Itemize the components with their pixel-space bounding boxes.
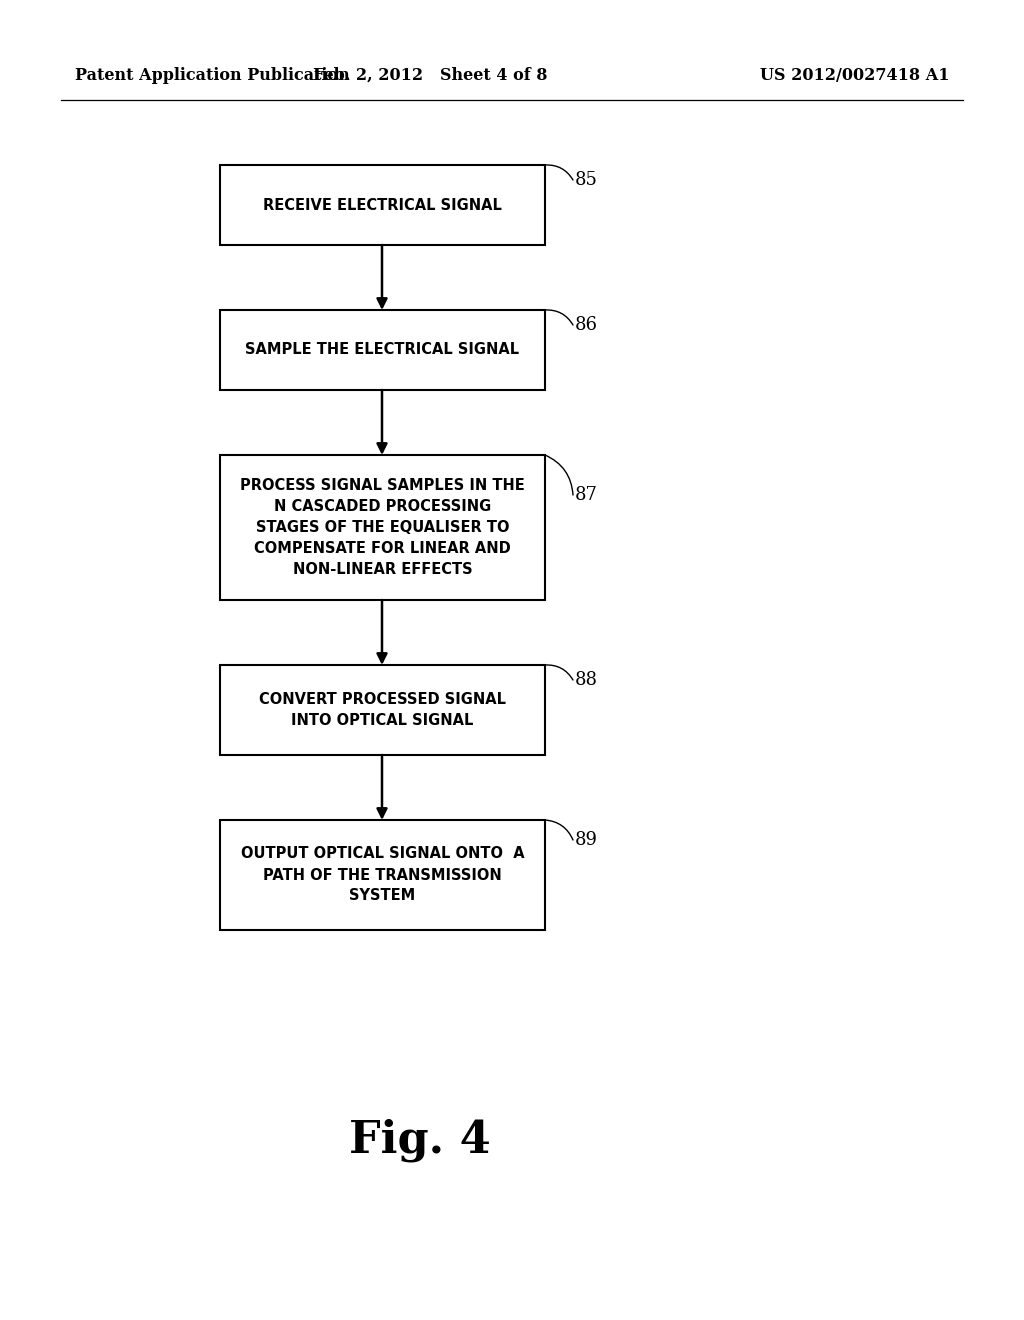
Bar [220,310,545,389]
Text: Patent Application Publication: Patent Application Publication [75,66,350,83]
Text: 88: 88 [575,671,598,689]
Bar [220,165,545,246]
Bar [220,820,545,931]
Text: SAMPLE THE ELECTRICAL SIGNAL: SAMPLE THE ELECTRICAL SIGNAL [246,342,519,358]
Text: PROCESS SIGNAL SAMPLES IN THE
N CASCADED PROCESSING
STAGES OF THE EQUALISER TO
C: PROCESS SIGNAL SAMPLES IN THE N CASCADED… [240,478,525,577]
Text: 85: 85 [575,172,598,189]
Text: RECEIVE ELECTRICAL SIGNAL: RECEIVE ELECTRICAL SIGNAL [263,198,502,213]
Text: OUTPUT OPTICAL SIGNAL ONTO  A
PATH OF THE TRANSMISSION
SYSTEM: OUTPUT OPTICAL SIGNAL ONTO A PATH OF THE… [241,846,524,903]
Text: 89: 89 [575,832,598,849]
Text: CONVERT PROCESSED SIGNAL
INTO OPTICAL SIGNAL: CONVERT PROCESSED SIGNAL INTO OPTICAL SI… [259,692,506,729]
Bar [220,455,545,601]
Text: Fig. 4: Fig. 4 [349,1118,490,1162]
Bar [220,665,545,755]
Text: 87: 87 [575,486,598,504]
Text: 86: 86 [575,315,598,334]
Text: US 2012/0027418 A1: US 2012/0027418 A1 [761,66,950,83]
Text: Feb. 2, 2012   Sheet 4 of 8: Feb. 2, 2012 Sheet 4 of 8 [312,66,547,83]
